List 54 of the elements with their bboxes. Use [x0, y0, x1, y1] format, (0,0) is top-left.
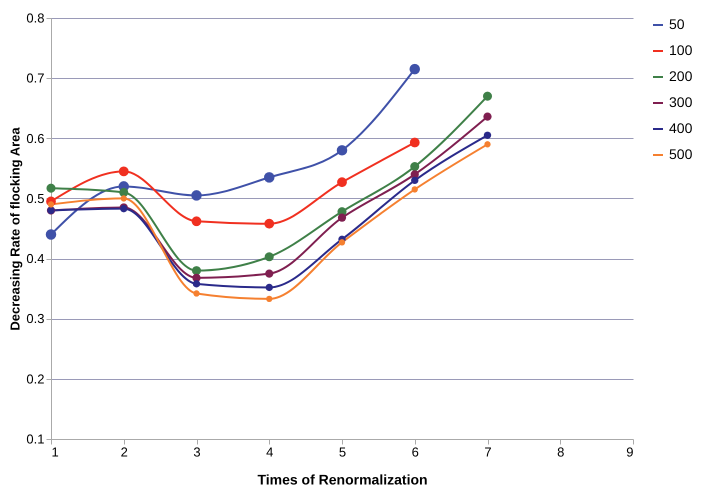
point — [264, 172, 274, 183]
point — [266, 296, 272, 302]
x-tick-label: 9 — [626, 444, 634, 460]
point — [338, 239, 346, 246]
legend-label: 400 — [669, 120, 693, 136]
y-tick-label: 0.3 — [26, 311, 44, 326]
x-tick-label: 4 — [266, 444, 274, 460]
point — [265, 269, 274, 278]
point — [482, 92, 492, 101]
x-tick-label: 6 — [412, 444, 419, 460]
point — [46, 184, 56, 193]
point — [412, 186, 418, 193]
x-tick-label: 3 — [193, 444, 201, 460]
legend-label: 500 — [669, 146, 693, 162]
point — [193, 290, 200, 297]
x-tick-label: 2 — [120, 444, 128, 460]
point — [410, 138, 420, 148]
point — [336, 145, 348, 156]
point — [483, 112, 492, 121]
point — [410, 64, 420, 74]
legend-label: 200 — [669, 68, 693, 84]
y-tick-label: 0.6 — [26, 130, 44, 146]
x-tick-label: 8 — [557, 444, 564, 460]
y-tick-label: 0.2 — [26, 371, 44, 386]
point — [264, 218, 274, 229]
point — [264, 252, 274, 262]
y-tick-label: 0.8 — [26, 10, 44, 26]
point — [48, 201, 54, 208]
point — [266, 284, 273, 292]
y-tick-label: 0.1 — [26, 432, 44, 446]
y-tick-label: 0.4 — [26, 251, 44, 266]
point — [338, 214, 346, 222]
legend-label: 300 — [669, 94, 693, 110]
point — [192, 266, 202, 276]
x-tick-label: 7 — [484, 444, 492, 460]
y-axis-title: Decreasing Rate of flocking Area — [7, 126, 22, 331]
point — [411, 176, 418, 184]
point — [120, 195, 127, 202]
point — [192, 216, 202, 226]
x-tick-label: 1 — [52, 444, 59, 460]
y-tick-label: 0.5 — [26, 190, 44, 206]
point — [191, 190, 202, 201]
legend-label: 50 — [669, 16, 685, 32]
point — [46, 229, 56, 240]
x-axis-title: Times of Renormalization — [257, 472, 428, 488]
point — [410, 162, 420, 172]
point — [484, 141, 491, 148]
point — [192, 280, 200, 288]
point — [484, 132, 492, 139]
y-tick-label: 0.7 — [26, 70, 44, 86]
legend-label: 100 — [669, 42, 693, 58]
x-tick-label: 5 — [338, 444, 346, 460]
point — [337, 177, 347, 188]
point — [118, 166, 129, 176]
